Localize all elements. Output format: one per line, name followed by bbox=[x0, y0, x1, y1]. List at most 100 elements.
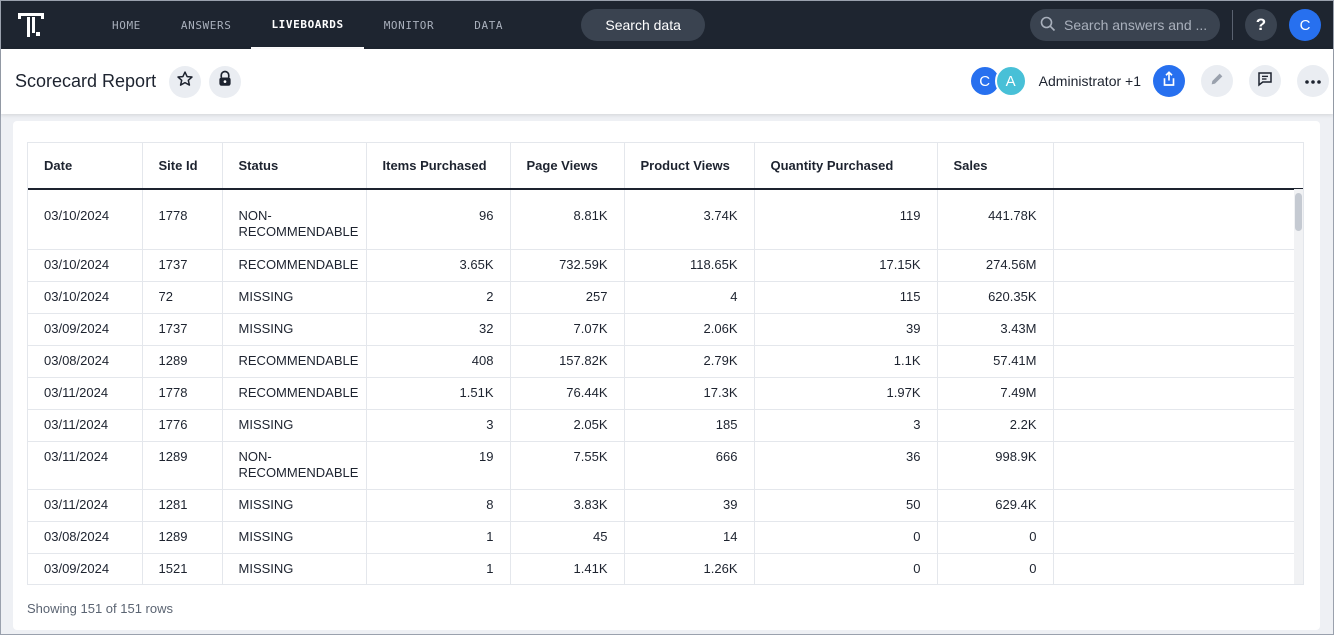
table-cell: 8 bbox=[366, 489, 511, 522]
table-row[interactable]: 03/08/2024 1289 RECOMMENDABLE 408 157.82K 2.7… bbox=[28, 345, 1303, 378]
table-cell: 441.78K bbox=[937, 201, 1054, 250]
column-header[interactable]: Items Purchased bbox=[366, 143, 511, 190]
table-row[interactable]: 03/11/2024 1778 RECOMMENDABLE 1.51K 76.44K 17… bbox=[28, 377, 1303, 410]
table-cell: 157.82K bbox=[510, 345, 625, 378]
column-header-empty bbox=[1053, 143, 1303, 190]
table-cell-empty bbox=[1053, 281, 1303, 314]
table-cell: 36 bbox=[754, 441, 938, 490]
table-cell: 1521 bbox=[142, 553, 223, 584]
nav-item-monitor[interactable]: MONITOR bbox=[383, 18, 435, 32]
table-cell: 1.51K bbox=[366, 377, 511, 410]
user-avatar[interactable]: C bbox=[1289, 9, 1321, 41]
table-cell: RECOMMENDABLE bbox=[222, 377, 367, 410]
column-header[interactable]: Page Views bbox=[510, 143, 625, 190]
table-cell: 1.1K bbox=[754, 345, 938, 378]
table-cell-empty bbox=[1053, 377, 1303, 410]
table-cell: 3.74K bbox=[624, 201, 755, 250]
table-row[interactable]: 03/11/2024 1776 MISSING 3 2.05K 185 3 2.2K bbox=[28, 409, 1303, 442]
table-cell: 8.81K bbox=[510, 201, 625, 250]
table-cell: 1737 bbox=[142, 313, 223, 346]
table-cell: 50 bbox=[754, 489, 938, 522]
column-header[interactable]: Sales bbox=[937, 143, 1054, 190]
edit-button[interactable] bbox=[1201, 65, 1233, 97]
column-header[interactable]: Product Views bbox=[624, 143, 755, 190]
share-button[interactable] bbox=[1153, 65, 1185, 97]
table-row[interactable]: 03/09/2024 1737 MISSING 32 7.07K 2.06K 39 3.43M bbox=[28, 313, 1303, 346]
table-cell: 0 bbox=[754, 553, 938, 584]
table-spacer-row bbox=[28, 189, 1303, 201]
nav-divider bbox=[1232, 10, 1233, 40]
table-cell: 274.56M bbox=[937, 249, 1054, 282]
table-cell: 1778 bbox=[142, 377, 223, 410]
table-cell: 0 bbox=[937, 521, 1054, 554]
table-cell: 57.41M bbox=[937, 345, 1054, 378]
table-cell: 998.9K bbox=[937, 441, 1054, 490]
liveboard-header: Scorecard Report C A Administrator +1 bbox=[1, 49, 1333, 114]
table-cell: MISSING bbox=[222, 521, 367, 554]
nav-item-liveboards[interactable]: LIVEBOARDS bbox=[251, 1, 364, 49]
nav-item-answers[interactable]: ANSWERS bbox=[180, 18, 232, 32]
global-search-input[interactable] bbox=[1064, 17, 1212, 33]
lock-icon bbox=[216, 70, 234, 93]
table-row[interactable]: 03/10/2024 72 MISSING 2 257 4 115 620.35K bbox=[28, 281, 1303, 314]
search-data-button[interactable]: Search data bbox=[581, 9, 706, 41]
column-header[interactable]: Status bbox=[222, 143, 367, 190]
vertical-scrollbar[interactable] bbox=[1294, 189, 1303, 584]
more-horizontal-icon bbox=[1304, 72, 1322, 90]
data-table-container: Date Site Id Status Items Purchased Page… bbox=[27, 142, 1304, 585]
column-header[interactable]: Date bbox=[28, 143, 143, 190]
table-row[interactable]: 03/08/2024 1289 MISSING 1 45 14 0 0 bbox=[28, 521, 1303, 554]
owners-label[interactable]: Administrator +1 bbox=[1038, 73, 1141, 89]
table-cell-empty bbox=[1053, 249, 1303, 282]
more-options-button[interactable] bbox=[1297, 65, 1329, 97]
comments-button[interactable] bbox=[1249, 65, 1281, 97]
owner-avatar[interactable]: A bbox=[994, 65, 1027, 97]
table-cell: 32 bbox=[366, 313, 511, 346]
table-cell: 1.41K bbox=[510, 553, 625, 584]
table-cell: 17.15K bbox=[754, 249, 938, 282]
table-cell-empty bbox=[1053, 409, 1303, 442]
comment-icon bbox=[1256, 70, 1274, 93]
column-header[interactable]: Site Id bbox=[142, 143, 223, 190]
table-cell: 732.59K bbox=[510, 249, 625, 282]
table-cell: NON-RECOMMENDABLE bbox=[222, 441, 367, 490]
table-cell: 72 bbox=[142, 281, 223, 314]
table-cell: 2.05K bbox=[510, 409, 625, 442]
table-cell: 2.79K bbox=[624, 345, 755, 378]
table-row[interactable]: 03/09/2024 1521 MISSING 1 1.41K 1.26K 0 0 bbox=[28, 553, 1303, 584]
table-cell: 629.4K bbox=[937, 489, 1054, 522]
table-cell-empty bbox=[1053, 489, 1303, 522]
table-cell: 118.65K bbox=[624, 249, 755, 282]
table-cell: 39 bbox=[754, 313, 938, 346]
table-cell: 03/11/2024 bbox=[28, 409, 143, 442]
table-cell: 1 bbox=[366, 553, 511, 584]
table-cell: 0 bbox=[937, 553, 1054, 584]
table-header-row: Date Site Id Status Items Purchased Page… bbox=[28, 143, 1303, 190]
table-cell: MISSING bbox=[222, 553, 367, 584]
scrollbar-thumb[interactable] bbox=[1295, 193, 1302, 231]
spacer-cell bbox=[142, 189, 223, 201]
spacer-cell bbox=[366, 189, 511, 201]
table-row[interactable]: 03/11/2024 1289 NON-RECOMMENDABLE 19 7.55K 66… bbox=[28, 441, 1303, 490]
table-cell: 1737 bbox=[142, 249, 223, 282]
table-cell: MISSING bbox=[222, 313, 367, 346]
table-row[interactable]: 03/10/2024 1737 RECOMMENDABLE 3.65K 732.59K 1… bbox=[28, 249, 1303, 282]
thoughtspot-logo-icon[interactable] bbox=[16, 10, 46, 40]
table-cell: 03/11/2024 bbox=[28, 441, 143, 490]
verified-lock-button[interactable] bbox=[209, 65, 242, 98]
table-cell: 119 bbox=[754, 201, 938, 250]
table-cell: 3 bbox=[366, 409, 511, 442]
table-row[interactable]: 03/11/2024 1281 MISSING 8 3.83K 39 50 629.4K bbox=[28, 489, 1303, 522]
global-search-box[interactable] bbox=[1030, 9, 1220, 41]
nav-item-data[interactable]: DATA bbox=[474, 18, 504, 32]
table-cell: 03/09/2024 bbox=[28, 553, 143, 584]
table-cell: 666 bbox=[624, 441, 755, 490]
favorite-button[interactable] bbox=[169, 65, 202, 98]
nav-item-home[interactable]: HOME bbox=[112, 18, 141, 32]
table-cell: 115 bbox=[754, 281, 938, 314]
spacer-cell bbox=[624, 189, 755, 201]
table-row[interactable]: 03/10/2024 1778 NON-RECOMMENDABLE 96 8.81K 3.… bbox=[28, 201, 1303, 250]
column-header[interactable]: Quantity Purchased bbox=[754, 143, 938, 190]
spacer-cell bbox=[510, 189, 625, 201]
help-button[interactable]: ? bbox=[1245, 9, 1277, 41]
